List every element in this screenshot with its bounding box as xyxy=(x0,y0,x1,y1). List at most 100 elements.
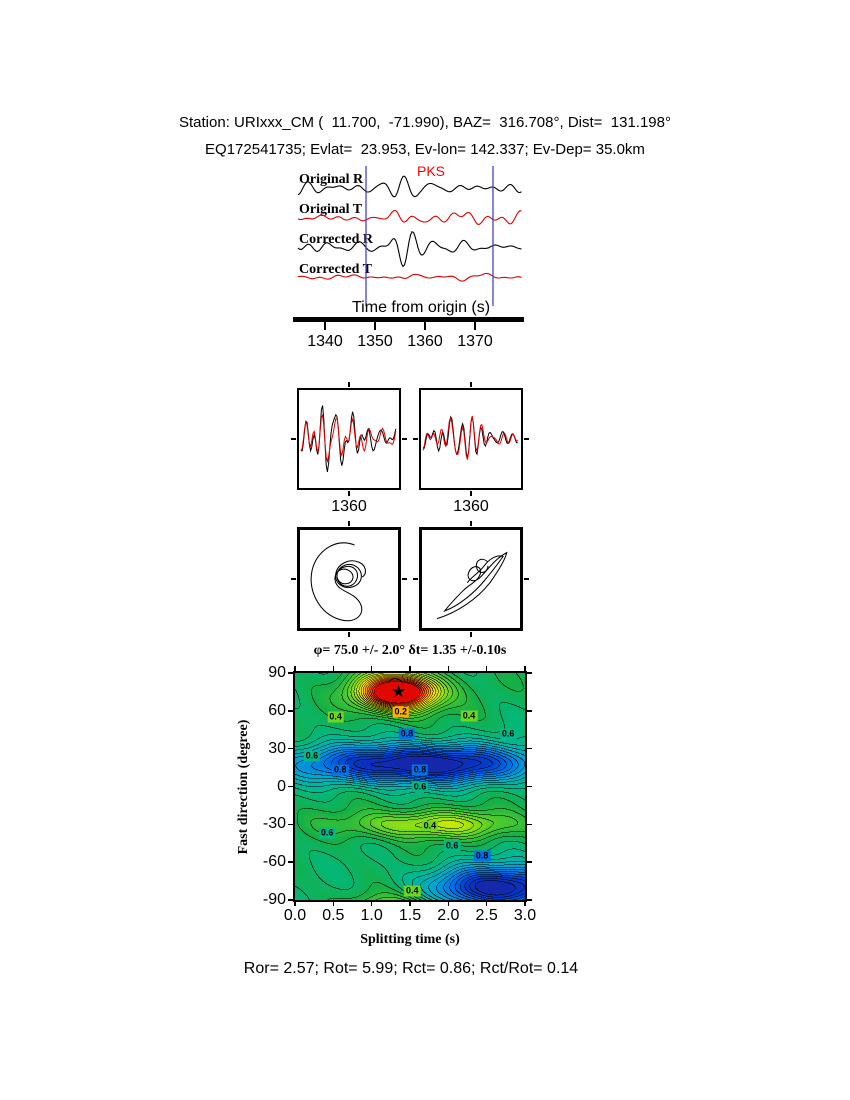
contour-x-tick xyxy=(447,901,450,906)
contour-y-tick xyxy=(527,823,532,826)
panel-tick xyxy=(470,632,472,637)
fast-direction-tick-label: -90 xyxy=(262,891,286,908)
misfit-contour-map xyxy=(295,673,525,900)
seismogram-traces xyxy=(297,166,522,306)
quality-metrics-footer: Ror= 2.57; Rot= 5.99; Rct= 0.86; Rct/Rot… xyxy=(243,960,579,977)
contour-x-tick xyxy=(294,901,296,906)
trace-label-corrected-r: Corrected R xyxy=(299,232,373,247)
time-axis-title: Time from origin (s) xyxy=(352,299,491,316)
splitting-result-title: φ= 75.0 +/- 2.0° δt= 1.35 +/-0.10s xyxy=(313,643,507,658)
windowed-trace-red xyxy=(300,413,397,464)
windowed-traces-left xyxy=(300,405,397,472)
panel-tick xyxy=(470,382,472,387)
panel-tick xyxy=(348,491,350,496)
phase-name-label: PKS xyxy=(417,163,446,179)
contour-x-tick xyxy=(332,666,335,671)
contour-y-tick xyxy=(527,672,532,674)
contour-x-tick xyxy=(485,901,488,906)
time-axis-tick xyxy=(423,322,427,330)
contour-x-tick xyxy=(294,666,296,671)
particle-motion-panel-right xyxy=(419,527,523,631)
contour-y-tick xyxy=(527,785,532,788)
windowed-traces-right xyxy=(422,415,519,460)
panel-tick xyxy=(348,632,350,637)
time-tick-label: 1360 xyxy=(407,333,443,350)
time-tick-label: 1340 xyxy=(307,333,343,350)
panel-tick xyxy=(470,491,472,496)
contour-level-label: 0.6 xyxy=(303,750,321,762)
contour-y-tick xyxy=(527,899,532,901)
contour-y-tick xyxy=(288,710,293,712)
particle-motion-path-right xyxy=(436,551,508,620)
splitting-time-tick-label: 3.0 xyxy=(513,907,537,924)
contour-y-tick xyxy=(288,823,293,826)
trace-label-original-t: Original T xyxy=(299,202,363,217)
trace-corrected-t xyxy=(297,272,522,282)
particle-motion-left xyxy=(310,542,366,622)
panel-tick xyxy=(413,438,418,440)
trace-label-original-r: Original R xyxy=(299,172,364,187)
fast-direction-tick-label: 60 xyxy=(268,701,286,719)
contour-level-label: 0.8 xyxy=(411,764,429,776)
contour-level-label: 0.4 xyxy=(421,820,439,832)
splitting-time-tick-label: 0.0 xyxy=(283,907,307,924)
splitting-time-tick-label: 2.0 xyxy=(437,907,460,924)
time-axis-tick xyxy=(323,322,327,330)
contour-xlabel: Splitting time (s) xyxy=(360,932,460,947)
time-tick-label: 1350 xyxy=(357,333,393,350)
splitting-time-tick-label: 0.5 xyxy=(322,907,345,924)
contour-x-tick xyxy=(370,666,373,671)
contour-level-label: 0.6 xyxy=(318,827,336,839)
windowed-trace-black xyxy=(300,405,397,472)
windowed-trace-red xyxy=(422,415,519,460)
panel-tick xyxy=(402,578,407,580)
particle-motion-panel-left xyxy=(297,527,401,631)
panel-tick xyxy=(470,521,472,526)
panel-tick xyxy=(348,521,350,526)
contour-level-label: 0.4 xyxy=(404,885,421,897)
panel-tick xyxy=(348,382,350,387)
contour-y-tick xyxy=(288,747,293,750)
particle-motion-right xyxy=(436,551,508,620)
contour-level-label: 0.4 xyxy=(327,711,344,723)
panel-tick xyxy=(524,578,529,580)
contour-y-tick xyxy=(288,672,293,674)
panel-tick xyxy=(402,438,407,440)
splitting-time-tick-label: 1.5 xyxy=(398,907,422,924)
best-solution-star-icon: ★ xyxy=(390,682,407,701)
splitting-time-tick-label: 2.5 xyxy=(475,907,498,924)
panel-tick xyxy=(291,438,296,440)
event-info-header: EQ172541735; Evlat= 23.953, Ev-lon= 142.… xyxy=(205,141,645,158)
contour-level-label: 0.4 xyxy=(460,710,478,722)
contour-x-tick xyxy=(409,666,411,671)
contour-x-tick xyxy=(485,666,488,671)
trace-original-t xyxy=(297,209,522,225)
contour-y-tick xyxy=(527,710,532,712)
contour-level-label: 0.6 xyxy=(499,728,517,740)
contour-level-label: 0.8 xyxy=(398,728,416,740)
splitting-time-tick-label: 1.0 xyxy=(360,907,383,924)
contour-level-label: 0.6 xyxy=(443,840,461,852)
contour-level-label: 0.8 xyxy=(331,764,349,776)
panel-tick xyxy=(291,578,296,580)
contour-y-tick xyxy=(288,785,293,788)
window-time-label-right: 1360 xyxy=(453,498,489,515)
contour-x-tick xyxy=(370,901,373,906)
panel-tick xyxy=(524,438,529,440)
time-tick-label: 1370 xyxy=(457,333,493,350)
contour-level-label: 0.2 xyxy=(392,706,410,718)
trace-original-r xyxy=(297,175,522,198)
contour-level-label: 0.6 xyxy=(411,781,429,792)
fast-direction-tick-label: -60 xyxy=(262,853,286,871)
contour-frame xyxy=(293,671,527,902)
time-axis-tick xyxy=(473,322,477,330)
particle-motion-path-left xyxy=(310,542,366,622)
trace-corrected-r xyxy=(297,230,522,268)
windowed-waveform-panel-right xyxy=(419,388,523,490)
fast-direction-tick-label: 30 xyxy=(268,739,286,757)
fast-direction-tick-label: 90 xyxy=(268,664,286,681)
contour-x-tick xyxy=(524,901,526,906)
windowed-waveform-panel-left xyxy=(297,388,401,490)
contour-level-label: 0.8 xyxy=(473,850,491,862)
